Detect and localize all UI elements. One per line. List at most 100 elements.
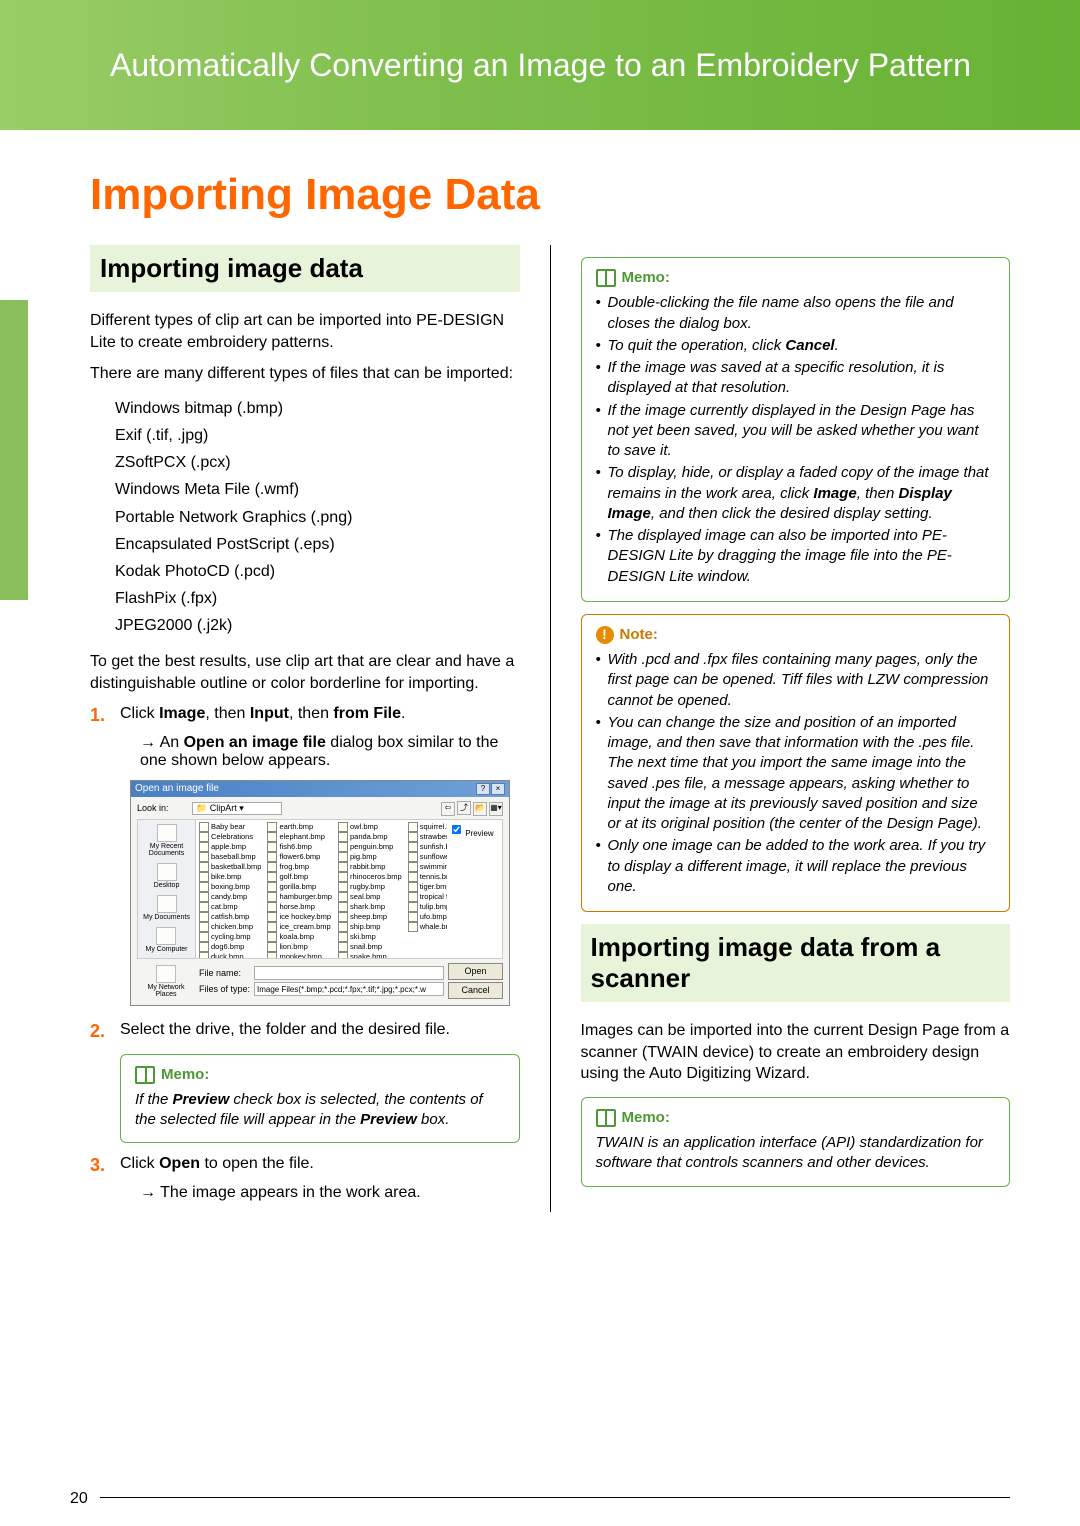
note-item: Only one image can be added to the work … (596, 836, 996, 897)
section2-title: Importing image data from a scanner (591, 932, 1001, 994)
file-item[interactable]: ship.bmp (338, 922, 402, 932)
note-item: You can change the size and position of … (596, 713, 996, 835)
file-item[interactable]: lion.bmp (267, 942, 332, 952)
place-item[interactable]: My Documents (143, 895, 190, 921)
file-item[interactable]: duck.bmp (199, 952, 261, 958)
place-item[interactable]: My Computer (145, 927, 187, 953)
memo3-text: TWAIN is an application interface (API) … (596, 1133, 996, 1174)
file-item[interactable]: Baby bear (199, 822, 261, 832)
format-item: Windows bitmap (.bmp) (115, 395, 520, 422)
close-icon[interactable]: × (491, 783, 505, 795)
help-icon[interactable]: ? (476, 783, 490, 795)
dialog-title: Open an image file (135, 783, 219, 795)
file-item[interactable]: ice hockey.bmp (267, 912, 332, 922)
file-item[interactable]: fish6.bmp (267, 842, 332, 852)
note-callout: !Note: With .pcd and .fpx files containi… (581, 614, 1011, 912)
place-item[interactable]: My Recent Documents (138, 824, 195, 857)
file-item[interactable]: elephant.bmp (267, 832, 332, 842)
file-item[interactable]: shark.bmp (338, 902, 402, 912)
file-item[interactable]: rugby.bmp (338, 882, 402, 892)
filename-field[interactable] (254, 966, 444, 980)
memo-item: To display, hide, or display a faded cop… (596, 463, 996, 524)
intro-text-1: Different types of clip art can be impor… (90, 310, 520, 353)
step-number: 2. (90, 1021, 120, 1042)
file-item[interactable]: snake.bmp (338, 952, 402, 958)
file-item[interactable]: apple.bmp (199, 842, 261, 852)
file-item[interactable]: tiger.bmp (408, 882, 447, 892)
file-item[interactable]: sunfish.bmp (408, 842, 447, 852)
cancel-button[interactable]: Cancel (448, 982, 503, 999)
step-number: 3. (90, 1155, 120, 1176)
file-item[interactable]: panda.bmp (338, 832, 402, 842)
dialog-titlebar: Open an image file ?× (131, 781, 509, 797)
file-item[interactable]: earth.bmp (267, 822, 332, 832)
format-item: Encapsulated PostScript (.eps) (115, 531, 520, 558)
file-item[interactable]: seal.bmp (338, 892, 402, 902)
place-item[interactable]: Desktop (154, 863, 180, 889)
file-item[interactable]: gorilla.bmp (267, 882, 332, 892)
file-item[interactable]: snail.bmp (338, 942, 402, 952)
format-item: Exif (.tif, .jpg) (115, 422, 520, 449)
file-item[interactable]: monkey.bmp (267, 952, 332, 958)
footer-rule (100, 1497, 1010, 1498)
file-item[interactable]: owl.bmp (338, 822, 402, 832)
file-item[interactable]: dog6.bmp (199, 942, 261, 952)
book-icon (135, 1066, 155, 1084)
main-heading: Importing Image Data (90, 170, 1010, 220)
file-item[interactable]: tennis.bmp (408, 872, 447, 882)
file-item[interactable]: sunflower.bmp (408, 852, 447, 862)
file-item[interactable]: basketball.bmp (199, 862, 261, 872)
file-item[interactable]: hamburger.bmp (267, 892, 332, 902)
file-item[interactable]: frog.bmp (267, 862, 332, 872)
format-item: FlashPix (.fpx) (115, 585, 520, 612)
lookin-select[interactable]: 📁 ClipArt ▾ (192, 802, 282, 815)
file-item[interactable]: rabbit.bmp (338, 862, 402, 872)
file-list[interactable]: Baby bearCelebrationsapple.bmpbaseball.b… (196, 820, 447, 958)
file-item[interactable]: tropical fish6 (408, 892, 447, 902)
file-item[interactable]: cat.bmp (199, 902, 261, 912)
step-2-text: Select the drive, the folder and the des… (120, 1021, 520, 1042)
format-list: Windows bitmap (.bmp)Exif (.tif, .jpg)ZS… (90, 395, 520, 640)
right-column: Memo: Double-clicking the file name also… (581, 245, 1011, 1212)
file-item[interactable]: strawberry.bm (408, 832, 447, 842)
section2-title-box: Importing image data from a scanner (581, 924, 1011, 1002)
file-item[interactable]: baseball.bmp (199, 852, 261, 862)
file-item[interactable]: bike.bmp (199, 872, 261, 882)
preview-checkbox[interactable]: Preview (450, 829, 494, 838)
file-item[interactable]: chicken.bmp (199, 922, 261, 932)
step-3-text: Click Open to open the file. (120, 1155, 520, 1176)
filetype-field[interactable]: Image Files(*.bmp;*.pcd;*.fpx;*.tif;*.jp… (254, 982, 444, 996)
up-icon: ⤴ (457, 801, 471, 815)
intro-text-2: There are many different types of files … (90, 363, 520, 385)
window-controls[interactable]: ?× (475, 783, 505, 795)
memo-label: Memo: (161, 1065, 209, 1085)
memo-item: If the image currently displayed in the … (596, 401, 996, 462)
netplaces[interactable]: My Network Places (137, 965, 195, 998)
file-item[interactable]: squirrel.bmp (408, 822, 447, 832)
open-button[interactable]: Open (448, 963, 503, 980)
file-item[interactable]: catfish.bmp (199, 912, 261, 922)
file-item[interactable]: cycling.bmp (199, 932, 261, 942)
file-item[interactable]: ufo.bmp (408, 912, 447, 922)
file-item[interactable]: horse.bmp (267, 902, 332, 912)
file-item[interactable]: flower6.bmp (267, 852, 332, 862)
file-item[interactable]: tulip.bmp (408, 902, 447, 912)
file-item[interactable]: penguin.bmp (338, 842, 402, 852)
file-item[interactable]: koala.bmp (267, 932, 332, 942)
file-item[interactable]: sheep.bmp (338, 912, 402, 922)
file-item[interactable]: swimming.bmp (408, 862, 447, 872)
file-item[interactable]: whale.bmp (408, 922, 447, 932)
file-item[interactable]: candy.bmp (199, 892, 261, 902)
file-item[interactable]: ski.bmp (338, 932, 402, 942)
file-item[interactable]: rhinoceros.bmp (338, 872, 402, 882)
file-item[interactable]: pig.bmp (338, 852, 402, 862)
dialog-toolbar[interactable]: ⇦⤴📂▦▾ (439, 801, 503, 816)
file-item[interactable]: ice_cream.bmp (267, 922, 332, 932)
file-item[interactable]: Celebrations (199, 832, 261, 842)
section-title-box: Importing image data (90, 245, 520, 292)
section1-title: Importing image data (100, 253, 510, 284)
places-bar[interactable]: My Recent Documents Desktop My Documents My… (138, 820, 196, 958)
file-item[interactable]: golf.bmp (267, 872, 332, 882)
memo-item: If the image was saved at a specific res… (596, 358, 996, 399)
file-item[interactable]: boxing.bmp (199, 882, 261, 892)
